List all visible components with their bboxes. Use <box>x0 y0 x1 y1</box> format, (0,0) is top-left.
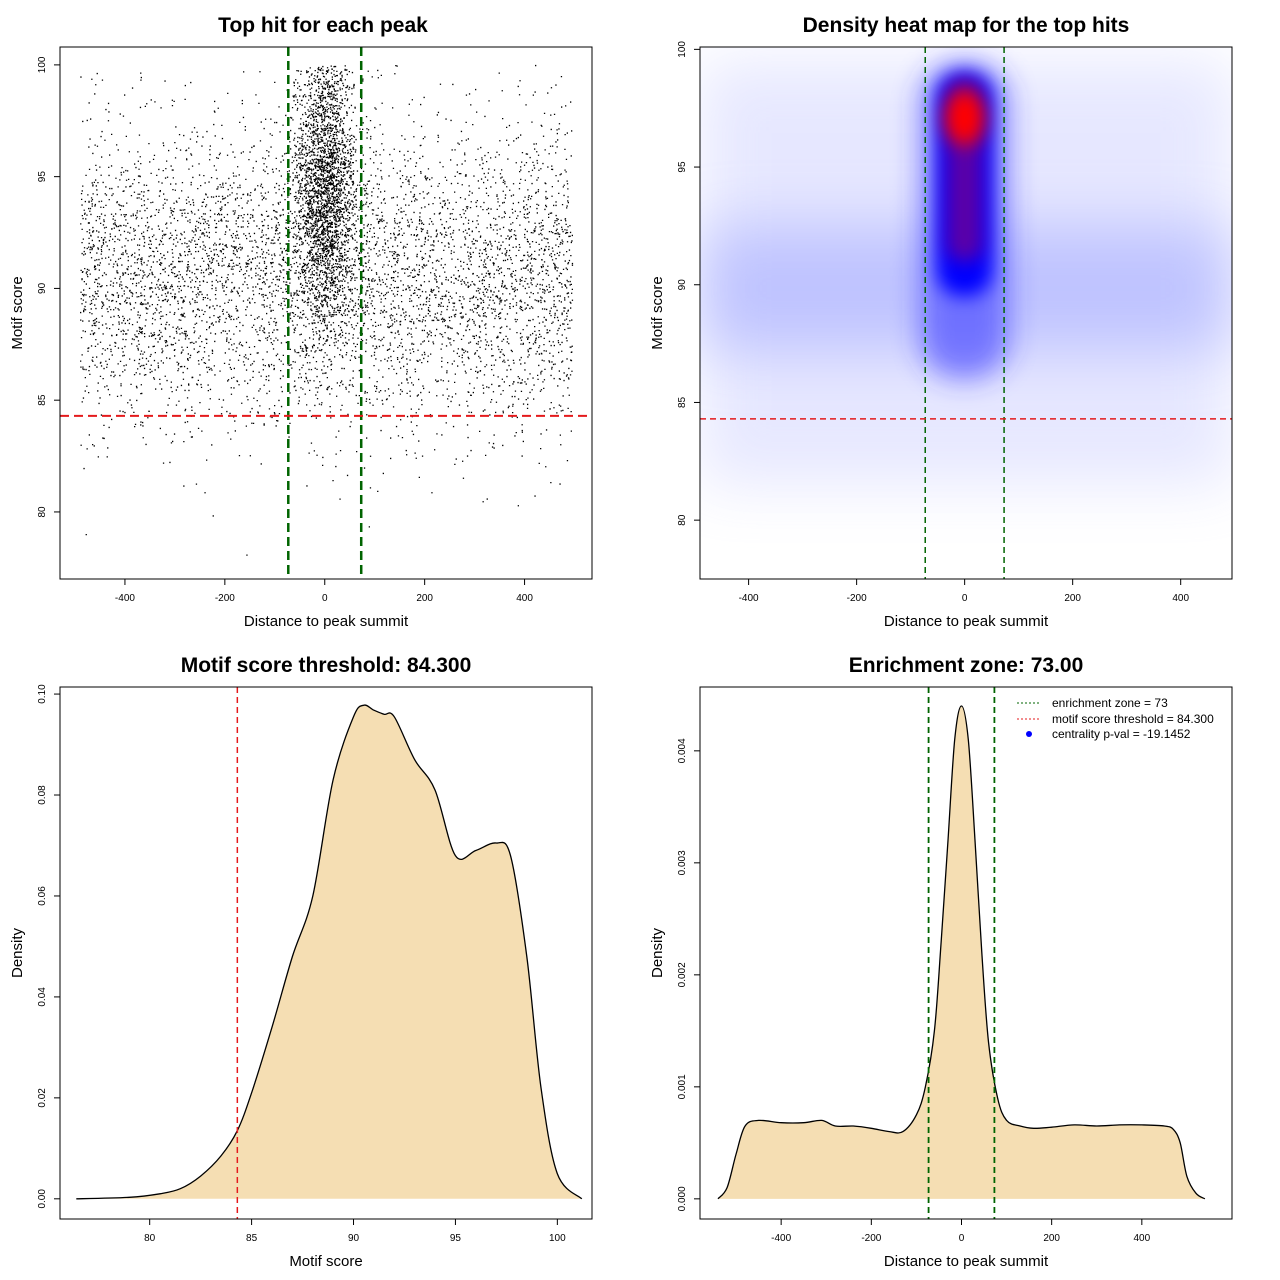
legend-pval-point <box>1026 731 1032 737</box>
x-tick-label: 95 <box>450 1233 462 1244</box>
heatmap-x-axis-label: Distance to peak summit <box>884 613 1049 630</box>
y-tick-label: 95 <box>37 171 48 183</box>
panel-scatter: Top hit for each peak -400 -200 0 200 400 80… <box>9 14 593 630</box>
legend-pval-label: centrality p-val = -19.1452 <box>1052 727 1191 741</box>
heatmap-y-ticks: 80 85 90 95 100 <box>677 41 700 526</box>
scatter-y-ticks: 80 85 90 95 100 <box>37 56 60 518</box>
y-tick-label: 0.06 <box>37 886 48 906</box>
density-area <box>718 706 1205 1199</box>
scatter-title: Top hit for each peak <box>218 14 428 37</box>
y-tick-label: 85 <box>677 396 688 408</box>
panel-distance-density: Enrichment zone: 73.00 -400 -200 0 200 400 0… <box>649 654 1233 1270</box>
scatter-point-cloud <box>80 64 574 556</box>
x-tick-label: -200 <box>847 593 867 604</box>
score-density-curve <box>76 704 583 1200</box>
y-tick-label: 0.10 <box>37 684 48 704</box>
score-density-y-ticks: 0.00 0.02 0.04 0.06 0.08 0.10 <box>37 684 60 1209</box>
x-tick-label: 400 <box>516 593 533 604</box>
distance-density-curve <box>717 705 1206 1200</box>
x-tick-label: 400 <box>1172 593 1189 604</box>
y-tick-label: 0.02 <box>37 1088 48 1108</box>
x-tick-label: -400 <box>115 593 135 604</box>
panel-score-density: Motif score threshold: 84.300 80 85 90 95 10… <box>9 654 593 1270</box>
distance-density-x-ticks: -400 -200 0 200 400 <box>771 1219 1151 1244</box>
y-tick-label: 90 <box>677 279 688 291</box>
heatmap-x-ticks: -400 -200 0 200 400 <box>739 579 1189 604</box>
heatmap-plot-frame <box>699 46 1233 580</box>
y-tick-label: 85 <box>37 394 48 406</box>
y-tick-label: 0.08 <box>37 785 48 805</box>
score-density-x-axis-label: Motif score <box>289 1253 362 1270</box>
y-tick-label: 0.002 <box>677 962 688 987</box>
score-density-plot-frame <box>59 686 593 1220</box>
y-tick-label: 0.000 <box>677 1186 688 1211</box>
y-tick-label: 80 <box>37 506 48 518</box>
x-tick-label: 400 <box>1133 1233 1150 1244</box>
scatter-lines <box>60 47 592 579</box>
legend-enrichment-label: enrichment zone = 73 <box>1052 696 1168 710</box>
x-tick-label: 85 <box>246 1233 258 1244</box>
y-tick-label: 100 <box>37 56 48 73</box>
x-tick-label: 0 <box>959 1233 965 1244</box>
y-tick-label: 95 <box>677 161 688 173</box>
distance-density-plot-frame <box>699 686 1233 1220</box>
y-tick-label: 90 <box>37 282 48 294</box>
score-density-y-axis-label: Density <box>9 927 26 978</box>
y-tick-label: 100 <box>677 41 688 58</box>
density-line <box>717 705 1206 1200</box>
heatmap-image <box>700 61 1232 485</box>
distance-density-x-axis-label: Distance to peak summit <box>884 1253 1049 1270</box>
x-tick-label: -400 <box>771 1233 791 1244</box>
y-tick-label: 0.003 <box>677 850 688 875</box>
scatter-x-ticks: -400 -200 0 200 400 <box>115 579 533 604</box>
y-tick-label: 0.004 <box>677 738 688 763</box>
x-tick-label: 200 <box>1064 593 1081 604</box>
x-tick-label: 80 <box>144 1233 156 1244</box>
distance-density-title: Enrichment zone: 73.00 <box>849 654 1084 677</box>
heatmap-y-axis-label: Motif score <box>649 276 666 349</box>
scatter-x-axis-label: Distance to peak summit <box>244 613 409 630</box>
distance-density-lines <box>927 687 996 1219</box>
y-tick-label: 0.001 <box>677 1074 688 1099</box>
scatter-y-axis-label: Motif score <box>9 276 26 349</box>
distance-density-y-ticks: 0.000 0.001 0.002 0.003 0.004 <box>677 738 700 1211</box>
x-tick-label: 0 <box>322 593 328 604</box>
x-tick-label: -200 <box>215 593 235 604</box>
panel-heatmap: Density heat map for the top hits -400 -2… <box>649 14 1233 630</box>
heatmap-title: Density heat map for the top hits <box>803 14 1130 37</box>
x-tick-label: -200 <box>861 1233 881 1244</box>
score-density-x-ticks: 80 85 90 95 100 <box>144 1219 566 1244</box>
legend-threshold-label: motif score threshold = 84.300 <box>1052 712 1214 726</box>
x-tick-label: -400 <box>739 593 759 604</box>
scatter-points <box>80 64 574 556</box>
y-tick-label: 0.00 <box>37 1189 48 1209</box>
density-line <box>76 704 583 1200</box>
heatmap-layers <box>700 61 1232 485</box>
legend: enrichment zone = 73 motif score thresho… <box>1017 696 1214 741</box>
heat-hotspot <box>944 89 985 146</box>
x-tick-label: 90 <box>348 1233 360 1244</box>
score-density-title: Motif score threshold: 84.300 <box>181 654 472 677</box>
heatmap-lines <box>700 47 1232 579</box>
x-tick-label: 200 <box>1043 1233 1060 1244</box>
x-tick-label: 0 <box>962 593 968 604</box>
x-tick-label: 200 <box>416 593 433 604</box>
distance-density-y-axis-label: Density <box>649 927 666 978</box>
density-area <box>76 705 582 1199</box>
x-tick-label: 100 <box>549 1233 566 1244</box>
y-tick-label: 0.04 <box>37 987 48 1007</box>
y-tick-label: 80 <box>677 514 688 526</box>
scatter-plot-frame <box>59 46 593 580</box>
